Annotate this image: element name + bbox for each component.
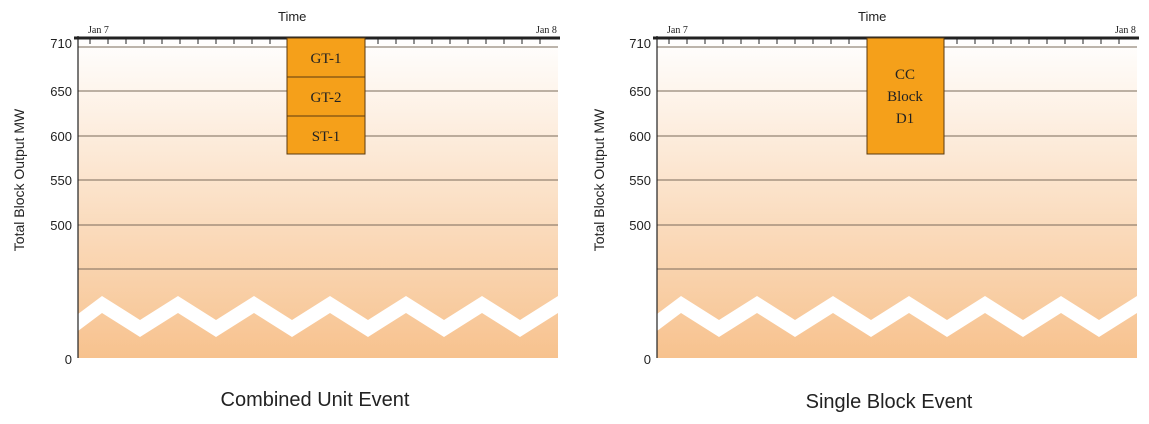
y-tick: 650 (629, 84, 651, 99)
date-end: Jan 8 (1115, 25, 1136, 36)
event-stack: GT-1 GT-2 ST-1 (286, 37, 366, 155)
y-tick: 0 (644, 352, 651, 367)
y-tick: 710 (50, 36, 72, 51)
y-tick: 650 (50, 84, 72, 99)
left-panel: Time Jan 7 Jan 8 710 650 600 550 500 0 T… (11, 9, 560, 411)
event-label-st1: ST-1 (312, 129, 341, 145)
time-label: Time (278, 9, 306, 24)
event-label-line: CC (895, 67, 915, 83)
caption: Combined Unit Event (221, 389, 410, 411)
caption: Single Block Event (806, 391, 973, 413)
date-start: Jan 7 (667, 25, 688, 36)
date-end: Jan 8 (536, 25, 557, 36)
y-tick-labels: 710 650 600 550 500 0 (629, 36, 651, 367)
date-start: Jan 7 (88, 25, 109, 36)
y-tick: 500 (50, 218, 72, 233)
y-tick: 500 (629, 218, 651, 233)
event-box-gt1 (286, 37, 366, 78)
y-tick: 0 (65, 352, 72, 367)
y-tick: 600 (50, 129, 72, 144)
y-axis-label: Total Block Output MW (11, 108, 27, 251)
event-box-cc-block (866, 37, 945, 155)
y-axis-label: Total Block Output MW (591, 108, 607, 251)
y-tick: 550 (50, 173, 72, 188)
event-box-st1 (286, 115, 366, 155)
right-panel: Time Jan 7 Jan 8 710 650 600 550 500 0 T… (591, 9, 1139, 413)
y-tick: 710 (629, 36, 651, 51)
event-box-gt2 (286, 76, 366, 117)
event-label-line: Block (887, 89, 923, 105)
time-label: Time (858, 9, 886, 24)
axis-break (78, 296, 558, 337)
y-tick: 600 (629, 129, 651, 144)
event-label-gt2: GT-2 (310, 90, 341, 106)
event-block: CC Block D1 (866, 37, 945, 155)
y-tick: 550 (629, 173, 651, 188)
y-tick-labels: 710 650 600 550 500 0 (50, 36, 72, 367)
axis-break (657, 296, 1137, 337)
event-label-line: D1 (896, 111, 914, 127)
event-label-gt1: GT-1 (310, 51, 341, 67)
